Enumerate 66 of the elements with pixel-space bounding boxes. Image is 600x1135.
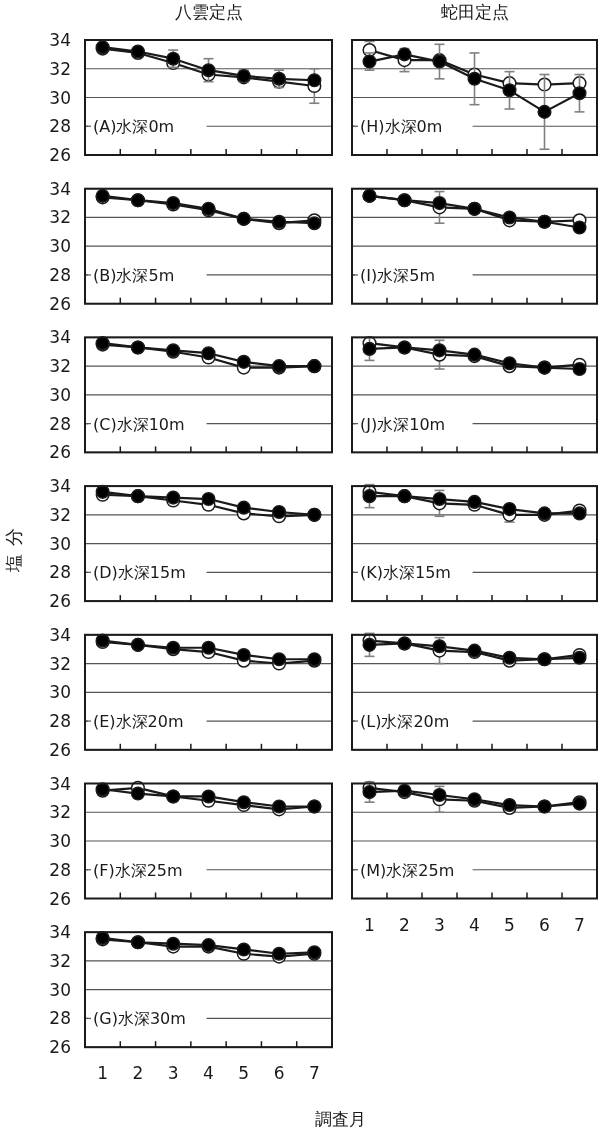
y-tick-label: 30	[49, 979, 71, 1000]
y-tick-label: 28	[49, 562, 71, 583]
annotation: (I)水深5m	[360, 265, 435, 285]
y-tick-label: 26	[49, 591, 71, 612]
annotation: (M)水深25m	[360, 860, 455, 880]
y-tick-label: 32	[49, 58, 71, 79]
y-tick-label: 30	[49, 682, 71, 703]
y-tick-label: 32	[49, 802, 71, 823]
y-tick-label: 30	[49, 533, 71, 554]
x-tick-label: 2	[132, 1063, 144, 1084]
y-tick-label: 26	[49, 293, 71, 314]
y-tick-label: 26	[49, 888, 71, 909]
y-axis-title: 塩分	[3, 520, 24, 574]
y-tick-label: 32	[49, 207, 71, 228]
x-tick-label: 5	[504, 914, 515, 935]
y-tick-label: 34	[49, 327, 71, 348]
x-tick-label: 3	[434, 914, 445, 935]
y-tick-label: 30	[49, 384, 71, 405]
annotation: (G)水深30m	[93, 1009, 186, 1029]
annotation: (H)水深0m	[360, 117, 443, 137]
y-tick-label: 32	[49, 950, 71, 971]
y-tick-label: 34	[49, 178, 71, 199]
annotation: (J)水深10m	[360, 414, 446, 434]
x-tick-label: 7	[308, 1063, 320, 1084]
y-tick-label: 26	[49, 442, 71, 463]
annotation: (B)水深5m	[93, 265, 175, 285]
y-tick-label: 34	[49, 773, 71, 794]
y-tick-label: 32	[49, 356, 71, 377]
annotation: (E)水深20m	[93, 712, 184, 732]
y-tick-label: 28	[49, 264, 71, 285]
x-tick-label: 2	[399, 914, 410, 935]
x-tick-label: 6	[539, 914, 550, 935]
y-tick-label: 28	[49, 1008, 71, 1029]
x-tick-label: 4	[203, 1063, 214, 1084]
annotation: (A)水深0m	[93, 117, 175, 137]
x-tick-label: 1	[97, 1063, 109, 1084]
y-tick-label: 26	[49, 1037, 71, 1058]
x-tick-label: 6	[273, 1063, 285, 1084]
annotation: (D)水深15m	[93, 563, 186, 583]
y-tick-label: 32	[49, 653, 71, 674]
annotation: (C)水深10m	[93, 414, 185, 434]
y-tick-label: 34	[49, 30, 71, 50]
y-tick-label: 32	[49, 504, 71, 525]
y-tick-label: 28	[49, 859, 71, 880]
annotation: (F)水深25m	[93, 860, 183, 880]
y-tick-label: 30	[49, 87, 71, 108]
x-tick-label: 5	[238, 1063, 250, 1084]
x-axis-title: 調査月	[314, 1109, 366, 1130]
y-tick-label: 26	[49, 739, 71, 760]
y-tick-label: 34	[49, 922, 71, 943]
x-tick-label: 7	[574, 914, 585, 935]
annotation: (K)水深15m	[360, 563, 451, 583]
y-tick-label: 26	[49, 145, 71, 165]
x-tick-label: 3	[167, 1063, 179, 1084]
chart-title: 八雲定点	[174, 2, 243, 22]
x-tick-label: 4	[469, 914, 480, 935]
y-tick-label: 34	[49, 476, 71, 497]
y-tick-label: 30	[49, 831, 71, 851]
y-tick-label: 30	[49, 236, 71, 257]
y-tick-label: 34	[49, 624, 71, 645]
annotation: (L)水深20m	[360, 712, 450, 732]
x-tick-label: 1	[364, 914, 375, 935]
y-tick-label: 28	[49, 413, 71, 434]
y-tick-label: 28	[49, 116, 71, 137]
chart-title: 蛇田定点	[440, 2, 509, 22]
y-tick-label: 28	[49, 711, 71, 732]
